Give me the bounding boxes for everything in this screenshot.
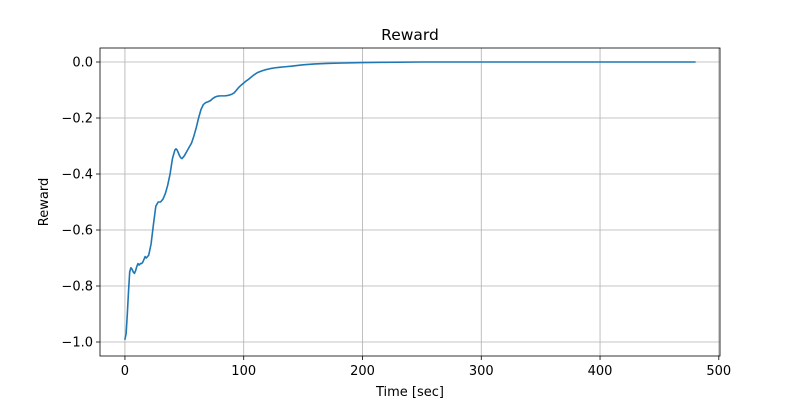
grid (100, 48, 720, 356)
y-tick-label: −0.2 (61, 112, 93, 127)
ticks: 0 100 200 300 400 500 −1.0 −0.8 −0.6 −0.4 −0.2 0.0 (61, 56, 731, 380)
chart-title: Reward (381, 26, 439, 44)
y-tick-label: −1.0 (61, 336, 93, 351)
x-tick-label: 100 (231, 364, 256, 379)
plot-frame (99, 47, 721, 357)
x-tick-label: 0 (121, 364, 129, 379)
y-axis-label: Reward (37, 178, 52, 226)
x-tick-label: 200 (350, 364, 375, 379)
y-tick-label: −0.4 (61, 168, 93, 183)
data-series (124, 61, 696, 341)
x-axis-label: Time [sec] (375, 385, 444, 400)
reward-line (124, 61, 696, 341)
x-tick-label: 300 (469, 364, 494, 379)
y-tick-label: −0.6 (61, 224, 93, 239)
x-tick-label: 400 (588, 364, 613, 379)
y-tick-label: −0.8 (61, 280, 93, 295)
x-tick-label: 500 (706, 364, 731, 379)
y-tick-label: 0.0 (72, 56, 93, 71)
